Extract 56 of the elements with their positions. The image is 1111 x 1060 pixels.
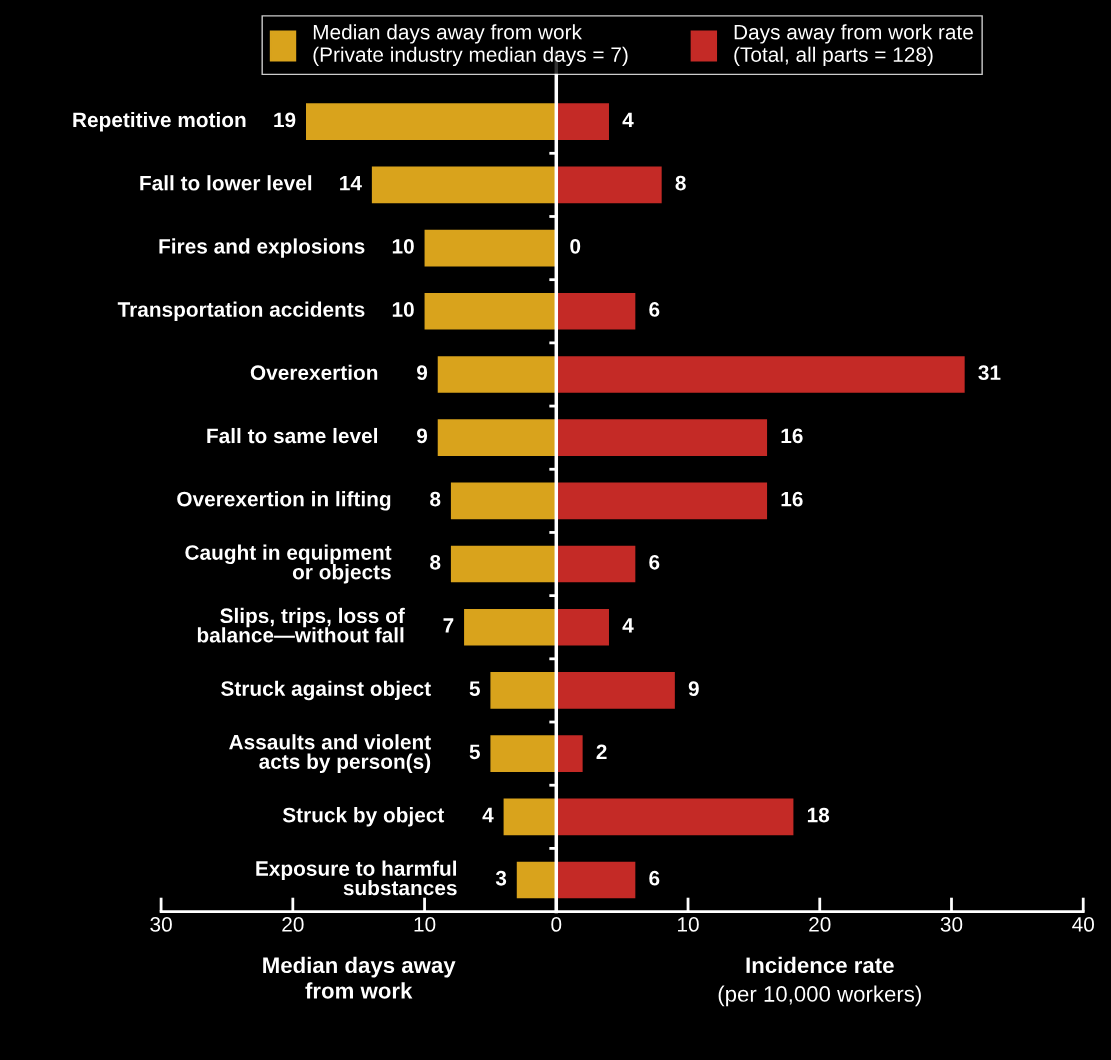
legend-label: Days away from work rate (Total, all parts = 128) [734,24,973,67]
data-label: 10 [392,238,414,254]
x-tick-label: 20 [282,917,304,932]
data-label: 18 [807,807,830,823]
data-label: 6 [649,870,660,886]
y-tick-label: Caught in equipment or objects [185,544,392,584]
y-tick-label: Struck by object [282,807,445,827]
y-tick-label: Overexertion [250,364,378,381]
data-label: 31 [978,365,1001,381]
data-label: 16 [781,491,803,507]
legend-label: Median days away from work (Private industry median days = 7) [313,24,628,67]
x-tick-label: 10 [414,917,436,932]
y-tick-label: Assaults and violent acts by person(s) [229,734,431,774]
data-label: 19 [274,112,296,128]
data-label: 8 [430,554,441,570]
y-tick-label: Slips, trips, loss of balance—without fall [197,607,405,643]
y-tick-label: Transportation accidents [117,301,365,321]
x-axis-title: Incidence rate [746,956,894,974]
data-label: 5 [469,744,480,760]
y-tick-label: Exposure to harmful substances [256,860,457,896]
x-axis-title: Median days away from work [263,956,456,999]
data-label: 9 [416,428,428,444]
data-label: 6 [649,554,660,570]
data-label: 4 [482,807,494,823]
bar [503,798,557,836]
data-label: 16 [781,428,803,444]
data-label: 9 [688,681,699,697]
data-label: 6 [649,302,660,317]
data-label: 4 [622,618,634,633]
y-tick-label: Fall to lower level [140,175,312,191]
y-tick-label: Repetitive motion [73,111,246,132]
x-tick-label: 30 [150,917,172,932]
x-tick-label: 10 [678,917,699,932]
data-label: 0 [570,238,581,254]
bar [424,229,557,267]
data-label: 14 [340,175,362,191]
data-label: 2 [596,744,607,760]
data-label: 7 [443,618,454,633]
x-tick-label: 0 [551,917,562,932]
data-label: 9 [416,365,428,381]
data-label: 5 [469,681,480,697]
y-tick-label: Fires and explosions [159,238,365,258]
x-tick-label: 30 [940,917,963,932]
data-label: 8 [430,491,441,507]
bar [556,103,609,141]
bar [437,356,557,393]
y-tick-label: Overexertion in lifting [177,491,391,511]
text: (per 10,000 workers) [718,985,921,1007]
data-label: 10 [392,302,414,317]
data-label: 3 [495,870,507,886]
data-label: 8 [675,175,686,191]
y-tick-label: Fall to same level [207,427,377,444]
y-tick-label: Struck against object [221,680,431,701]
x-tick-label: 20 [809,917,831,932]
x-tick-label: 40 [1072,917,1094,932]
data-label: 4 [622,112,634,128]
